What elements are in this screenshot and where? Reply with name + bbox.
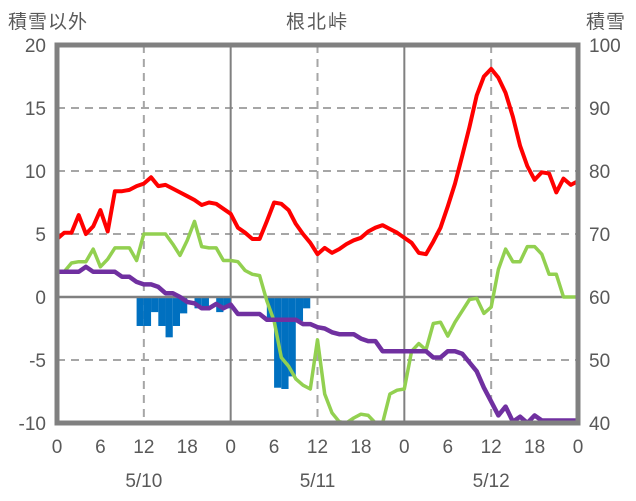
x-tick-label: 12: [481, 437, 502, 458]
x-tick-label: 18: [524, 437, 545, 458]
x-tick-label: 0: [573, 437, 584, 458]
x-tick-label: 0: [52, 437, 63, 458]
left-axis-title: 積雪以外: [8, 12, 89, 33]
snowfall-bar: [165, 297, 173, 338]
red-line: [55, 66, 579, 257]
snowfall-bar: [180, 297, 188, 314]
y-tick-label-right: 40: [589, 414, 610, 435]
date-label: 5/10: [125, 471, 162, 492]
snowfall-bar: [295, 297, 304, 321]
y-tick-label-left: -10: [19, 414, 46, 435]
y-tick-label-right: 80: [589, 162, 610, 183]
y-tick-label-left: 10: [25, 162, 46, 183]
y-tick-label-left: 5: [35, 225, 46, 246]
x-tick-label: 18: [350, 437, 371, 458]
purple-line: [57, 264, 578, 426]
snowfall-bar: [288, 297, 296, 377]
y-tick-label-right: 60: [589, 288, 610, 309]
chart-title: 根北峠: [285, 12, 349, 33]
snowfall-bar: [143, 297, 152, 326]
date-label: 5/12: [473, 471, 510, 492]
snowfall-bar: [172, 297, 181, 326]
y-tick-label-right: 50: [589, 351, 610, 372]
green-line: [57, 219, 578, 425]
date-label: 5/11: [300, 471, 336, 492]
snowfall-bar: [201, 297, 209, 309]
snowfall-bar: [151, 297, 159, 313]
snowfall-bar: [136, 297, 144, 326]
snowfall-bar: [223, 297, 231, 309]
y-tick-label-left: 15: [25, 99, 46, 120]
x-tick-label: 12: [307, 437, 328, 458]
x-tick-label: 6: [442, 437, 453, 458]
x-tick-label: 12: [133, 437, 154, 458]
y-tick-label-right: 100: [589, 36, 621, 57]
snowfall-bar: [303, 297, 311, 309]
x-tick-label: 6: [269, 437, 280, 458]
y-tick-label-left: -5: [29, 351, 46, 372]
snowfall-bar: [158, 297, 166, 326]
plot-border: [54, 42, 581, 426]
right-axis-title: 積雪: [585, 12, 626, 33]
snowfall-bar: [194, 297, 202, 309]
x-tick-label: 6: [95, 437, 106, 458]
snowfall-bar: [281, 297, 289, 389]
x-tick-label: 0: [399, 437, 410, 458]
y-tick-label-right: 70: [589, 225, 610, 246]
y-tick-label-left: 0: [35, 288, 46, 309]
x-tick-label: 18: [177, 437, 198, 458]
y-tick-label-left: 20: [25, 36, 46, 57]
x-tick-label: 0: [225, 437, 236, 458]
y-tick-label-right: 90: [589, 99, 610, 120]
